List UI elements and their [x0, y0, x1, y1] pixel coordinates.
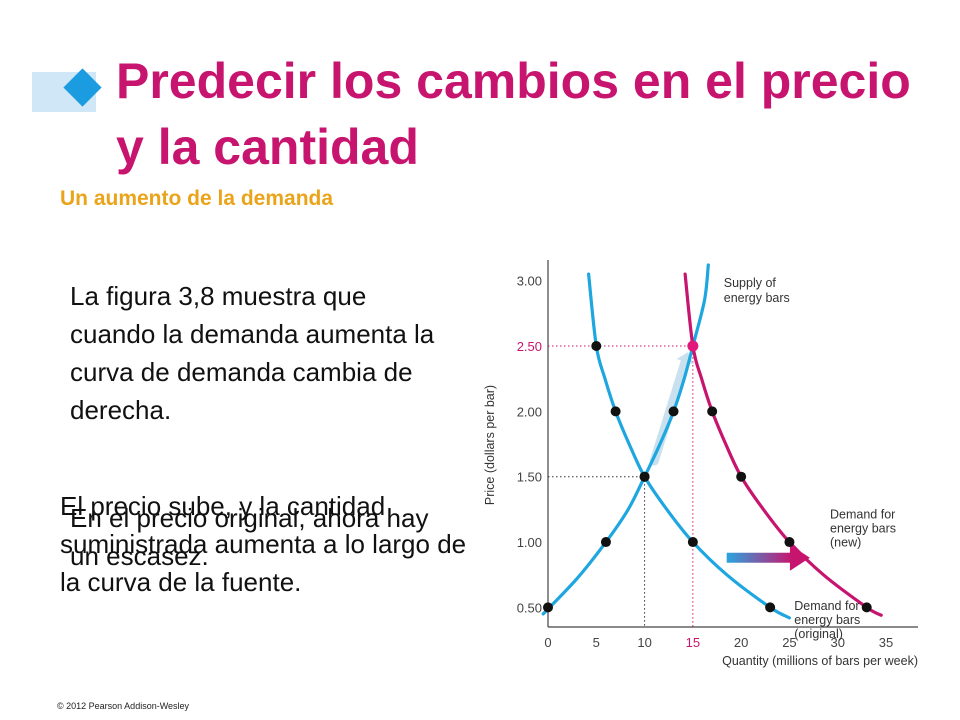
- x-tick-label: 25: [782, 635, 796, 650]
- slide-title: Predecir los cambios en el precio y la c…: [116, 53, 911, 175]
- new-equilibrium-point: [687, 340, 699, 352]
- demand-new-label: energy bars: [830, 522, 896, 536]
- x-tick-label: 5: [593, 635, 600, 650]
- demand-original-label: energy bars: [794, 613, 860, 627]
- x-axis-label: Quantity (millions of bars per week): [722, 654, 918, 668]
- y-tick-label: 2.00: [517, 404, 542, 419]
- y-tick-label: 3.00: [517, 274, 542, 289]
- data-point: [765, 602, 776, 613]
- data-point: [543, 602, 553, 613]
- paragraph-price-rise: El precio sube, y la cantidad suministra…: [60, 491, 467, 597]
- x-tick-label: 10: [637, 635, 651, 650]
- data-point: [784, 537, 795, 548]
- x-tick-label: 35: [879, 635, 893, 650]
- demand-original-label: Demand for: [794, 599, 859, 613]
- data-point: [687, 537, 698, 548]
- x-tick-label: 20: [734, 635, 748, 650]
- y-axis-label: Price (dollars per bar): [483, 385, 497, 505]
- demand-new-label: (new): [830, 536, 861, 550]
- data-point: [707, 406, 718, 417]
- paragraph-shortage: En el precio original, ahora hay un esca…: [70, 503, 429, 571]
- supply-curve: [541, 263, 710, 616]
- data-point: [591, 341, 602, 352]
- demand-shift-arrowhead: [789, 544, 810, 571]
- data-point: [668, 406, 679, 417]
- x-tick-label: 30: [831, 635, 845, 650]
- data-point: [639, 471, 650, 482]
- data-point: [600, 537, 611, 548]
- x-tick-label: 0: [544, 635, 551, 650]
- demand-original-label: (original): [794, 627, 843, 641]
- y-tick-label: 1.50: [517, 470, 542, 485]
- data-point: [736, 471, 747, 482]
- data-point: [610, 406, 621, 417]
- demand-new-label: Demand for: [830, 508, 895, 522]
- y-tick-label: 2.50: [517, 339, 542, 354]
- supply-label: energy bars: [724, 291, 790, 305]
- y-tick-label: 0.50: [517, 600, 542, 615]
- data-point: [861, 602, 872, 613]
- slide-subtitle: Un aumento de la demanda: [60, 187, 334, 210]
- supply-demand-chart: 0.50 1.00 1.50 2.00 2.50 3.00 0 5 10 15 20 25 30 35 Qu…: [483, 260, 918, 668]
- copyright-notice: © 2012 Pearson Addison-Wesley: [57, 701, 190, 711]
- x-tick-label: 15: [686, 635, 700, 650]
- paragraph-demand-shift: La figura 3,8 muestra que cuando la dema…: [70, 281, 435, 425]
- y-tick-label: 1.00: [517, 535, 542, 550]
- supply-label: Supply of: [724, 276, 777, 290]
- demand-shift-arrow: [726, 552, 792, 563]
- original-equilibrium-guide: [548, 476, 646, 627]
